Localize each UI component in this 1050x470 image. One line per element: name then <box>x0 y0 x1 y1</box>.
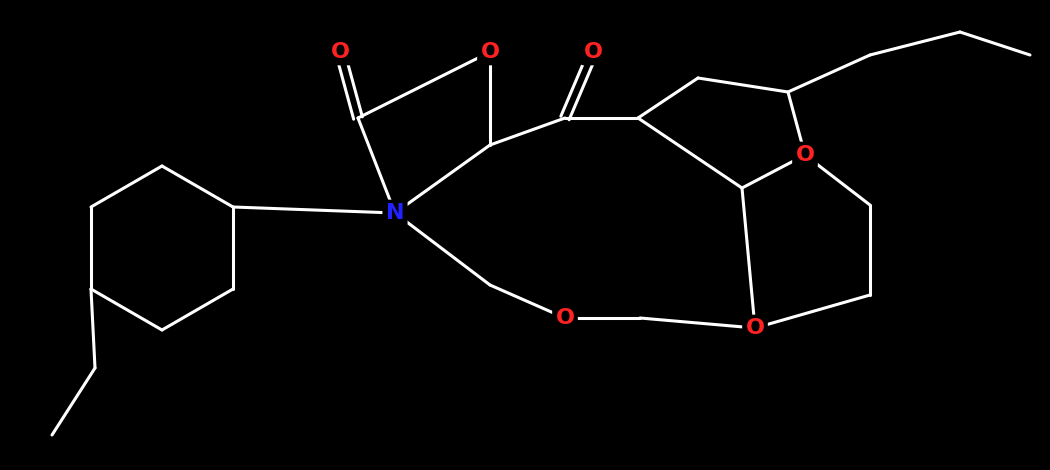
Text: O: O <box>796 145 815 165</box>
Text: O: O <box>746 318 764 338</box>
Text: O: O <box>555 308 574 328</box>
Text: N: N <box>385 203 404 223</box>
Text: O: O <box>584 42 603 62</box>
Text: O: O <box>331 42 350 62</box>
Text: O: O <box>481 42 500 62</box>
